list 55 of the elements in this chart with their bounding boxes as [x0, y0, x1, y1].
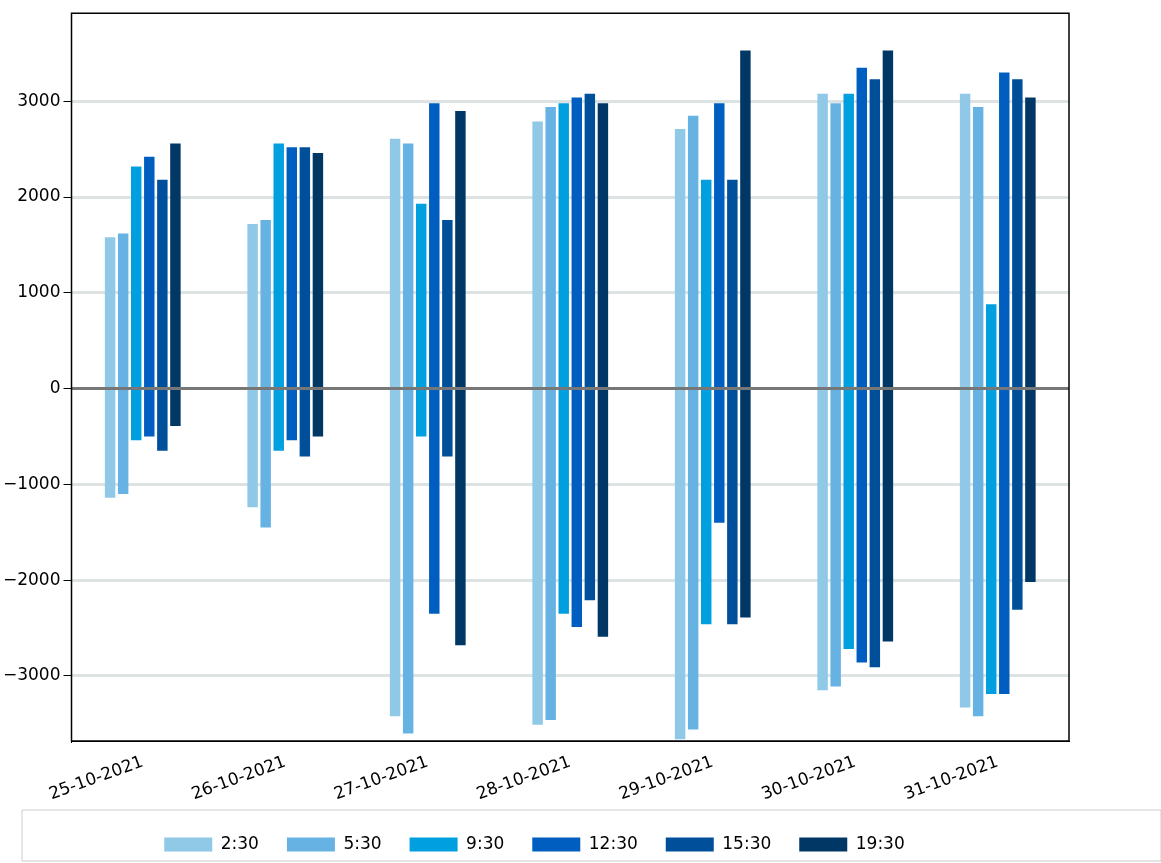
- bar: [1012, 79, 1023, 610]
- bar: [455, 110, 466, 646]
- y-tick-label: 0: [49, 377, 61, 398]
- bar: [830, 103, 841, 687]
- bar: [247, 223, 258, 508]
- legend-label: 15:30: [722, 832, 772, 853]
- bar: [817, 93, 828, 691]
- bar: [429, 103, 440, 614]
- y-tick-label: 3000: [17, 89, 61, 110]
- bar: [416, 203, 427, 437]
- bar: [117, 233, 129, 494]
- bar: [131, 166, 142, 441]
- y-tick-label: 1000: [17, 281, 61, 302]
- bar: [740, 50, 751, 618]
- bar: [882, 50, 894, 642]
- bar: [286, 147, 298, 441]
- bar: [170, 143, 181, 426]
- bar: [299, 147, 311, 457]
- bar: [714, 103, 725, 523]
- bar: [597, 103, 609, 637]
- legend-label: 19:30: [855, 832, 905, 853]
- bar: [157, 179, 168, 451]
- bar: [959, 93, 971, 708]
- bar: [1025, 97, 1036, 583]
- y-tick-label: 2000: [17, 185, 61, 206]
- bar: [584, 93, 596, 601]
- bar: [727, 179, 738, 625]
- legend-label: 12:30: [588, 832, 638, 853]
- bar: [402, 143, 414, 734]
- bar: [312, 153, 324, 437]
- bar: [144, 156, 155, 437]
- y-tick-label: −3000: [2, 664, 61, 685]
- y-tick-label: −1000: [2, 472, 61, 493]
- bar: [558, 103, 569, 614]
- bar: [856, 67, 868, 663]
- bar: [701, 179, 712, 625]
- bar: [687, 115, 699, 730]
- bar: [545, 107, 556, 720]
- y-tick-label: −2000: [2, 568, 61, 589]
- bar: [869, 79, 881, 668]
- bar: [999, 72, 1010, 695]
- bar: [985, 304, 997, 695]
- bar: [260, 220, 271, 528]
- bar: [442, 220, 453, 457]
- bar: [389, 138, 401, 717]
- legend-label: 5:30: [343, 832, 382, 853]
- bar: [104, 237, 116, 498]
- legend-label: 2:30: [220, 832, 259, 853]
- bar: [571, 97, 583, 628]
- bar: [674, 129, 686, 740]
- bar: [273, 143, 284, 451]
- bar: [972, 107, 984, 717]
- bar: [843, 93, 854, 650]
- bar: [532, 121, 543, 725]
- legend-label: 9:30: [466, 832, 505, 853]
